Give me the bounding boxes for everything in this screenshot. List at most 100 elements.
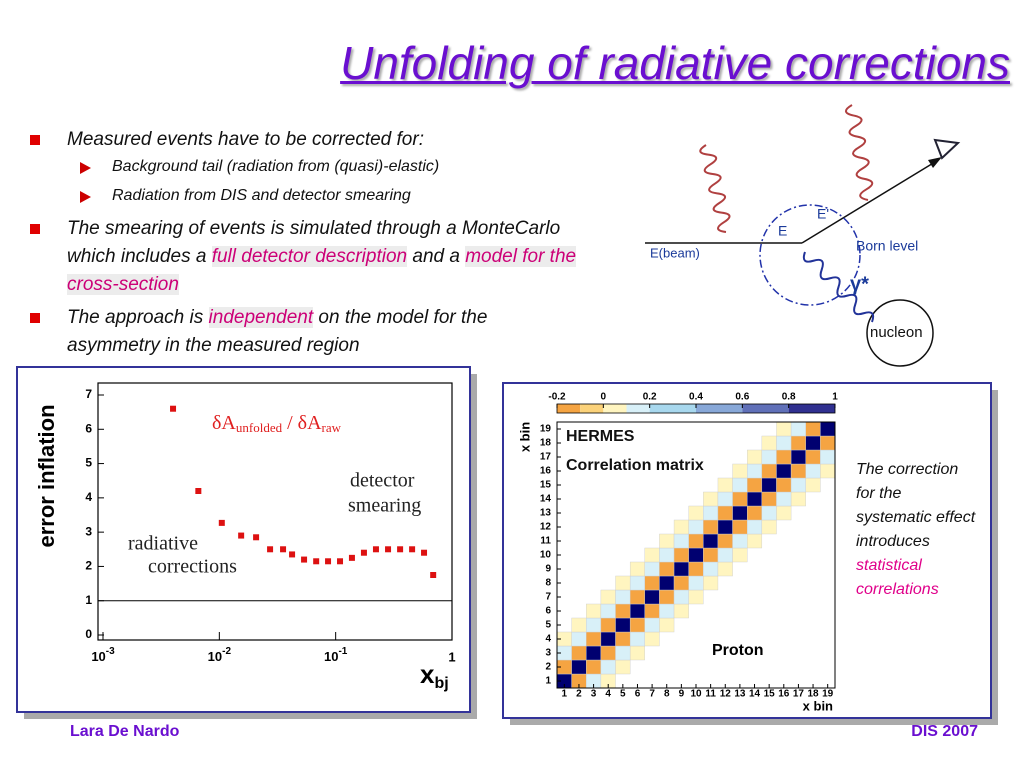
data-point bbox=[218, 519, 225, 526]
heat-cell bbox=[703, 505, 719, 521]
heat-cell bbox=[790, 421, 806, 437]
heat-cell bbox=[776, 463, 792, 479]
footer-author: Lara De Nardo bbox=[70, 723, 180, 740]
data-point bbox=[337, 558, 344, 565]
colorbar-tick-label: 0.4 bbox=[689, 392, 703, 403]
heat-cell bbox=[688, 561, 704, 577]
x-tick-label: 6 bbox=[635, 689, 641, 700]
heat-cell bbox=[629, 617, 645, 633]
colorbar-segment bbox=[626, 404, 650, 413]
heat-cell bbox=[790, 491, 806, 507]
y-tick-label: 17 bbox=[540, 452, 552, 463]
heat-cell bbox=[776, 435, 792, 451]
heat-cell bbox=[629, 575, 645, 591]
heat-cell bbox=[586, 659, 602, 675]
y-tick-label: 1 bbox=[85, 593, 92, 607]
heat-cell bbox=[747, 477, 763, 493]
heat-cell bbox=[629, 561, 645, 577]
bullet-text: The approach is bbox=[67, 307, 209, 328]
heat-cell bbox=[629, 645, 645, 661]
heat-cell bbox=[790, 435, 806, 451]
y-tick-label: 18 bbox=[540, 438, 552, 449]
heat-cell bbox=[776, 421, 792, 437]
x-tick-label: 9 bbox=[679, 689, 685, 700]
heat-cell bbox=[761, 519, 777, 535]
side-note: The correction for the systematic effect… bbox=[856, 458, 978, 602]
heat-cell bbox=[600, 603, 616, 619]
slide-title: Unfolding of radiative corrections bbox=[340, 37, 1010, 89]
heat-cell bbox=[673, 519, 689, 535]
tick-exponent: -1 bbox=[338, 646, 347, 657]
heat-cell bbox=[571, 617, 587, 633]
colorbar-segment bbox=[649, 404, 696, 413]
heat-cell bbox=[571, 631, 587, 647]
heat-cell bbox=[644, 603, 660, 619]
data-point bbox=[385, 546, 392, 553]
heat-cell bbox=[615, 603, 631, 619]
colorbar-tick-label: -0.2 bbox=[548, 392, 566, 403]
y-tick-label: 15 bbox=[540, 480, 552, 491]
heat-cell bbox=[717, 547, 733, 563]
heat-cell bbox=[703, 519, 719, 535]
arrow-bullet bbox=[80, 162, 91, 174]
detector bbox=[933, 138, 961, 160]
colorbar-tick-label: 0.8 bbox=[782, 392, 796, 403]
tick-exponent: -3 bbox=[106, 646, 115, 657]
x-tick-label: 12 bbox=[720, 689, 732, 700]
heat-cell bbox=[659, 617, 675, 633]
heat-cell bbox=[571, 645, 587, 661]
heat-cell bbox=[688, 533, 704, 549]
x-tick-label: 18 bbox=[807, 689, 819, 700]
wavy-line bbox=[699, 144, 731, 233]
heat-cell bbox=[805, 421, 821, 437]
tick-exponent: -2 bbox=[222, 646, 231, 657]
heat-cell bbox=[688, 505, 704, 521]
footer-event: DIS 2007 bbox=[911, 723, 978, 740]
highlight-text: statistical correlations bbox=[856, 557, 939, 598]
heat-cell bbox=[659, 533, 675, 549]
scattered-line bbox=[801, 161, 936, 244]
colorbar-segment bbox=[788, 404, 835, 413]
heat-cell bbox=[761, 463, 777, 479]
x-axis-label: x bin bbox=[803, 698, 833, 713]
x-tick-label: 10-2 bbox=[208, 646, 232, 665]
heat-cell bbox=[600, 589, 616, 605]
heat-cell bbox=[820, 435, 836, 451]
heat-cell bbox=[615, 589, 631, 605]
y-tick-label: 4 bbox=[545, 634, 551, 645]
x-tick-label: 8 bbox=[664, 689, 670, 700]
heat-cell bbox=[703, 575, 719, 591]
nucleon-circle bbox=[866, 299, 934, 367]
heat-cell bbox=[644, 561, 660, 577]
heat-cell bbox=[586, 645, 602, 661]
y-tick-label: 6 bbox=[545, 606, 551, 617]
heat-cell bbox=[600, 659, 616, 675]
y-tick-label: 5 bbox=[85, 456, 92, 470]
heat-cell bbox=[600, 617, 616, 633]
wavy-line bbox=[802, 251, 875, 323]
x-tick-label: 10-3 bbox=[91, 646, 115, 665]
y-tick-label: 11 bbox=[540, 536, 551, 547]
y-tick-label: 7 bbox=[85, 387, 92, 401]
data-point bbox=[301, 556, 308, 563]
heat-cell bbox=[805, 463, 821, 479]
heatmap-title: Correlation matrix bbox=[566, 457, 704, 474]
heat-cell bbox=[776, 491, 792, 507]
y-tick-label: 8 bbox=[545, 578, 551, 589]
ratio-label: δAunfolded / δAraw bbox=[212, 412, 342, 435]
x-label-main: x bbox=[420, 659, 435, 689]
heat-cell bbox=[615, 645, 631, 661]
x-tick-label: 3 bbox=[591, 689, 597, 700]
heat-cell bbox=[732, 491, 748, 507]
x-tick-label: 1 bbox=[448, 649, 455, 664]
diagram-label: E bbox=[778, 223, 787, 239]
heat-cell bbox=[659, 589, 675, 605]
heat-cell bbox=[673, 547, 689, 563]
heat-cell bbox=[747, 505, 763, 521]
bullet: The smearing of events is simulated thro… bbox=[30, 215, 577, 299]
heat-cell bbox=[776, 505, 792, 521]
heat-cell bbox=[644, 617, 660, 633]
annotation: radiative bbox=[128, 533, 198, 555]
heat-cell bbox=[790, 463, 806, 479]
annotation: smearing bbox=[348, 495, 421, 517]
